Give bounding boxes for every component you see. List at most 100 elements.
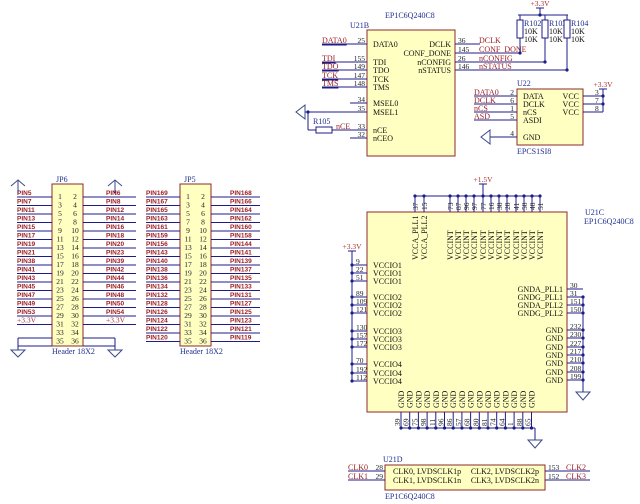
header-net-label: PIN121 [230,326,252,333]
pin-name: MSEL0 [373,99,398,108]
pin-number: 35 [184,337,192,346]
pin-name: CONF_DONE [403,49,451,58]
pin-number: 5 [510,112,514,121]
header-net-label: PIN16 [106,224,124,231]
pin-number: 88 [515,418,524,426]
pin-number: 11 [428,419,437,426]
pin-name: CLK0, LVDSCLK1p [393,467,461,476]
junction-dot [408,426,412,430]
pin-number: 227 [570,339,582,348]
pin-name: VCCINT [446,230,455,260]
resistor-comment: 10K [549,35,563,44]
header-net-label: PIN42 [106,267,124,274]
net-label: CLK2 [566,463,586,472]
pin-number: 73 [446,202,455,210]
pin-number: 8 [201,218,205,227]
pin-name: GND [475,390,484,408]
pin-name: MSEL1 [373,108,398,117]
header-net-label: PIN13 [17,216,35,223]
resistor-r102 [516,19,524,39]
junction-dot [350,379,354,383]
pin-name: VCCINT [470,230,479,260]
pin-number: 1 [186,192,190,201]
pin-number: 31 [184,320,192,329]
junction-dot [518,51,522,55]
pin-number: 15 [420,202,429,210]
pin-number: 9 [186,226,190,235]
pin-number: 36 [458,36,466,45]
pin-name: GND [546,359,564,368]
junction-dot [350,295,354,299]
pin-number: 98 [419,418,428,426]
header-net-label: PIN158 [230,233,252,240]
junction-dot [350,337,354,341]
pin-number: 22 [71,277,79,286]
ref-designator: U21B [350,21,369,30]
pin-number: 32 [71,320,79,329]
net-label: CLK3 [566,472,586,481]
pin-number: 208 [570,364,582,373]
header-net-label: PIN122 [146,326,168,333]
junction-dot [434,426,438,430]
header-net-label: PIN143 [146,250,168,257]
header-net-label: PIN141 [230,250,252,257]
pin-number: 8 [595,104,599,113]
ref-designator: JP6 [56,175,68,184]
junction-dot [512,426,516,430]
pin-number: 27 [56,303,64,312]
pin-name: VCCA_PLL2 [420,216,429,260]
pin-number: 147 [354,71,366,80]
pin-number: 16 [487,202,496,210]
pin-number: 39 [393,418,402,426]
part-number: Header 18X2 [52,347,95,356]
resistor-r103 [541,19,549,39]
pin-name: VCCIO2 [373,301,402,310]
pin-number: 157 [356,331,368,340]
pin-number: 232 [570,322,582,331]
pin-name: VCCINT [503,230,512,260]
header-net-label: PIN167 [146,199,168,206]
pin-number: 81 [480,418,489,426]
pin-name: GND [484,390,493,408]
junction-dot [422,194,426,198]
junction-dot [350,279,354,283]
pin-number: 210 [570,355,582,364]
pin-number: 34 [71,328,79,337]
pin-number: 145 [458,45,470,54]
junction-dot [416,426,420,430]
junction-dot [503,426,507,430]
pin-name: VCC [563,92,579,101]
junction-dot [505,194,509,198]
pin-name: VCCIO1 [373,277,402,286]
pin-name: DCLK [429,40,451,49]
pin-number: 25 [184,294,192,303]
header-net-label: PIN12 [106,207,124,214]
pin-name: VCCINT [487,230,496,260]
pin-name: GND [510,390,519,408]
header-net-label: PIN135 [230,275,252,282]
pin-name: VCCIO2 [373,293,402,302]
pin-number: 26 [199,294,207,303]
pin-number: 1 [58,192,62,201]
junction-dot [350,371,354,375]
pin-name: GND [519,390,528,408]
ref-designator: U21C [585,208,604,217]
pin-number: 2 [201,192,205,201]
pin-number: 28 [376,463,384,472]
pin-number: 58 [520,202,529,210]
header-net-label: PIN125 [230,309,252,316]
pin-name: GND [501,390,510,408]
part-number: EPCS1SI8 [517,147,551,156]
pin-number: 22 [199,277,207,286]
pin-number: 36 [199,337,207,346]
pin-number: 19 [56,269,64,278]
pin-number: 24 [71,286,79,295]
header-net-label: PIN137 [230,267,252,274]
pin-number: 230 [570,330,582,339]
header-net-label: PIN166 [230,199,252,206]
junction-dot [581,295,585,299]
pin-number: 37 [411,202,420,210]
pin-number: 10 [199,226,207,235]
power-label: +1.5V [473,175,493,184]
